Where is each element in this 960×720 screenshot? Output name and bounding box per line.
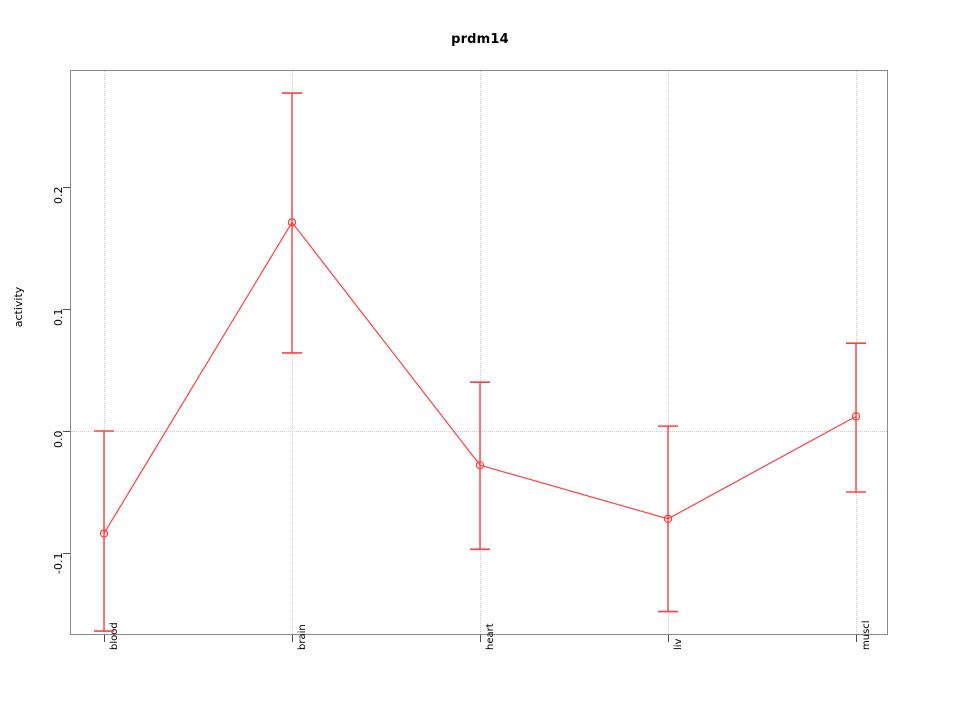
x-tick-mark-liv (668, 635, 669, 642)
plot-frame (70, 70, 888, 635)
gridline-vertical-blood (104, 71, 106, 634)
x-tick-mark-blood (104, 635, 105, 642)
y-tick-mark-0 (63, 187, 70, 188)
y-tick-label-0.2: 0.2 (51, 186, 65, 205)
page-title: prdm14 (451, 32, 509, 47)
x-tick-mark-muscl (856, 635, 857, 642)
y-tick-mark-3 (63, 553, 70, 554)
y-tick-mark-2 (63, 431, 70, 432)
y-tick-label--0.1: -0.1 (51, 552, 65, 574)
x-tick-label-heart: heart (485, 623, 496, 650)
y-tick-label-0.0: 0.0 (51, 430, 65, 449)
x-tick-mark-heart (480, 635, 481, 642)
y-tick-mark-1 (63, 309, 70, 310)
y-axis-label: activity (12, 286, 25, 328)
x-tick-label-liv: liv (673, 638, 684, 650)
gridline-vertical-muscl (856, 71, 858, 634)
x-tick-label-blood: blood (109, 622, 120, 650)
gridline-horizontal-zero (71, 431, 887, 433)
x-tick-mark-brain (292, 635, 293, 642)
gridline-vertical-heart (480, 71, 482, 634)
y-tick-label-0.1: 0.1 (51, 308, 65, 327)
x-tick-label-muscl: muscl (861, 620, 872, 650)
gridline-vertical-liv (668, 71, 670, 634)
x-tick-label-brain: brain (297, 624, 308, 650)
gridline-vertical-brain (292, 71, 294, 634)
